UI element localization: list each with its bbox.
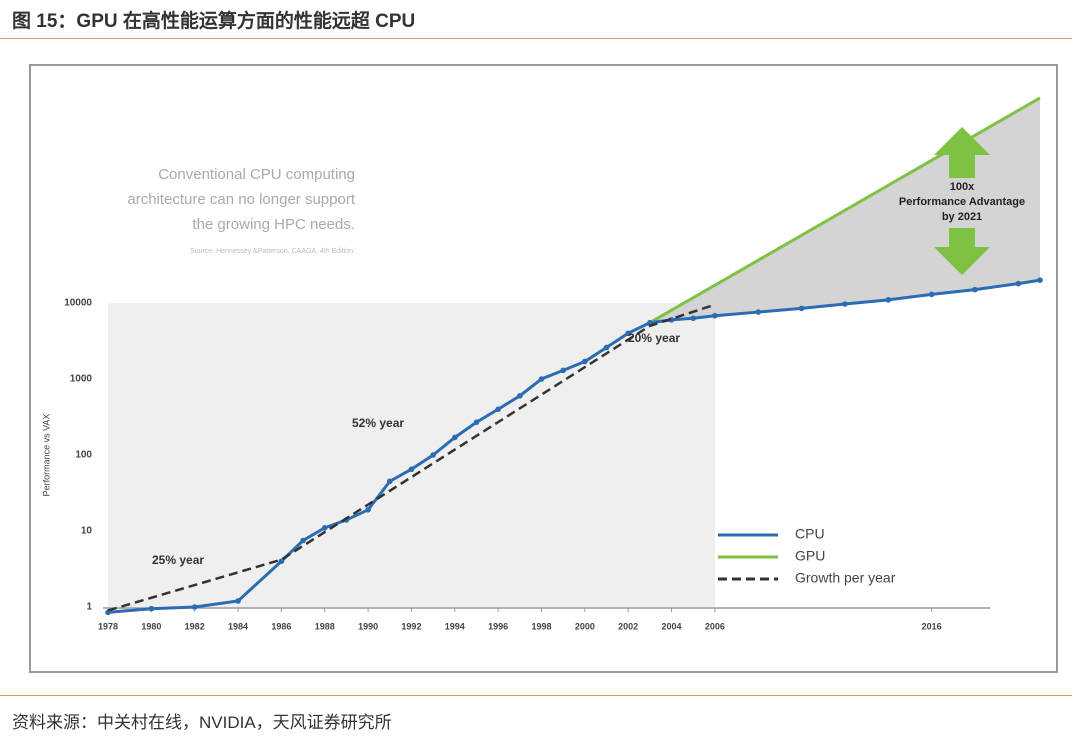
y-axis-label: Performance vs VAX	[41, 414, 51, 497]
rate-label: 52% year	[352, 416, 404, 430]
x-tick-label: 1994	[445, 621, 465, 631]
divider	[0, 695, 1072, 696]
rate-label: 25% year	[152, 553, 204, 567]
x-tick-label: 2002	[618, 621, 638, 631]
legend-label: Growth per year	[795, 570, 896, 586]
data-point	[278, 558, 285, 565]
data-point	[928, 291, 935, 298]
data-point	[603, 344, 610, 351]
data-point	[148, 605, 155, 612]
advantage-label: by 2021	[942, 211, 982, 223]
x-tick-label: 1980	[141, 621, 161, 631]
x-tick-label: 1990	[358, 621, 378, 631]
data-point	[690, 315, 697, 322]
series-line	[107, 303, 716, 612]
data-point	[798, 305, 805, 312]
x-tick-label: 1978	[98, 621, 118, 631]
data-point	[430, 452, 436, 458]
y-tick-label: 1000	[70, 374, 93, 385]
source-note: 资料来源：中关村在线，NVIDIA，天风证券研究所	[12, 713, 392, 732]
note-text: Conventional CPU computing	[158, 166, 355, 183]
x-tick-label: 1982	[185, 621, 205, 631]
data-point	[495, 406, 501, 413]
y-tick-label: 1	[86, 602, 92, 613]
note-text: architecture can no longer support	[127, 191, 355, 208]
data-point	[517, 393, 523, 399]
data-point	[1015, 280, 1022, 287]
data-point	[582, 358, 588, 365]
x-tick-label: 1992	[401, 621, 421, 631]
legend-label: CPU	[795, 526, 825, 542]
data-point	[1037, 277, 1043, 283]
data-point	[625, 330, 631, 337]
y-tick-label: 10	[81, 526, 93, 537]
data-point	[365, 507, 371, 513]
x-tick-label: 1996	[488, 621, 508, 631]
x-tick-label: 2016	[922, 621, 942, 631]
data-point	[300, 537, 306, 544]
data-point	[235, 598, 241, 604]
y-tick-label: 10000	[64, 298, 92, 309]
series-line	[649, 96, 1041, 325]
x-tick-label: 1988	[315, 621, 335, 631]
data-point	[473, 419, 480, 426]
history-region	[108, 303, 715, 607]
data-point	[712, 312, 718, 319]
data-point	[560, 367, 566, 374]
data-point	[321, 525, 328, 531]
x-tick-label: 2006	[705, 621, 725, 631]
data-point	[451, 434, 458, 441]
rate-label: 20% year	[628, 331, 680, 345]
x-tick-label: 2004	[662, 621, 682, 631]
data-point	[538, 376, 545, 382]
x-tick-label: 1998	[531, 621, 551, 631]
data-point	[885, 297, 892, 303]
data-point	[972, 286, 978, 293]
data-point	[386, 478, 393, 485]
arrow-down	[934, 228, 990, 275]
x-tick-label: 1984	[228, 621, 248, 631]
x-tick-label: 1986	[271, 621, 291, 631]
data-point	[408, 466, 415, 473]
legend-label: GPU	[795, 548, 825, 564]
divider	[0, 38, 1072, 39]
data-point	[191, 604, 198, 610]
advantage-label: 100x	[950, 181, 975, 193]
figure-title: 图 15：GPU 在高性能运算方面的性能远超 CPU	[12, 11, 416, 32]
x-tick-label: 2000	[575, 621, 595, 631]
note-text: the growing HPC needs.	[192, 216, 355, 233]
arrow-up	[934, 127, 990, 178]
note-source: Source: Hennessey &Patterson, CAAGA, 4th…	[190, 248, 355, 255]
data-point	[755, 309, 762, 315]
advantage-label: Performance Advantage	[899, 196, 1025, 208]
data-point	[842, 301, 848, 307]
y-tick-label: 100	[75, 450, 92, 461]
